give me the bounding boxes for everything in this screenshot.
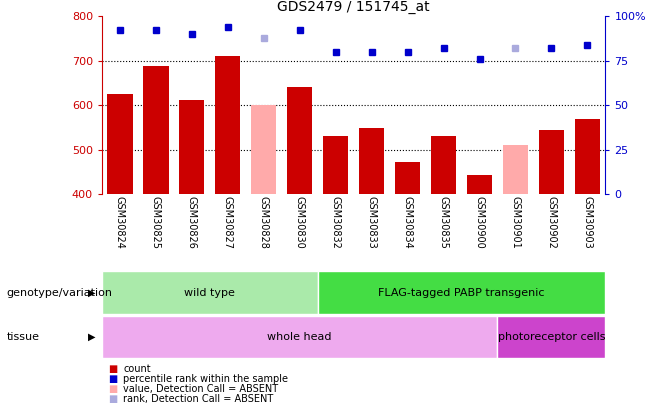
Text: wild type: wild type <box>184 288 236 298</box>
Bar <box>143 66 168 194</box>
Text: percentile rank within the sample: percentile rank within the sample <box>123 374 288 384</box>
Text: GSM30828: GSM30828 <box>259 196 268 249</box>
Text: tissue: tissue <box>7 332 39 342</box>
Bar <box>179 100 205 194</box>
Bar <box>467 175 492 194</box>
Text: GSM30832: GSM30832 <box>331 196 341 249</box>
Bar <box>503 145 528 194</box>
Bar <box>323 136 348 194</box>
Text: GSM30834: GSM30834 <box>403 196 413 249</box>
Bar <box>107 94 132 194</box>
Text: GSM30827: GSM30827 <box>223 196 233 249</box>
Text: ■: ■ <box>109 394 118 404</box>
Bar <box>431 136 456 194</box>
Text: GSM30900: GSM30900 <box>474 196 484 249</box>
Text: GSM30902: GSM30902 <box>546 196 557 249</box>
Bar <box>215 56 240 194</box>
Text: count: count <box>123 364 151 373</box>
Text: GSM30901: GSM30901 <box>511 196 520 249</box>
Bar <box>318 271 605 314</box>
Text: value, Detection Call = ABSENT: value, Detection Call = ABSENT <box>123 384 278 394</box>
Text: GSM30826: GSM30826 <box>187 196 197 249</box>
Bar <box>539 130 564 194</box>
Text: GSM30824: GSM30824 <box>115 196 125 249</box>
Bar <box>395 162 420 194</box>
Text: GSM30835: GSM30835 <box>439 196 449 249</box>
Bar <box>102 316 497 358</box>
Text: GSM30825: GSM30825 <box>151 196 161 249</box>
Bar <box>359 128 384 194</box>
Text: GSM30833: GSM30833 <box>367 196 376 249</box>
Text: ▶: ▶ <box>88 332 95 342</box>
Bar <box>102 271 318 314</box>
Text: FLAG-tagged PABP transgenic: FLAG-tagged PABP transgenic <box>378 288 545 298</box>
Bar <box>287 87 313 194</box>
Text: GSM30903: GSM30903 <box>582 196 592 249</box>
Text: ■: ■ <box>109 384 118 394</box>
Text: whole head: whole head <box>268 332 332 342</box>
Bar <box>251 105 276 194</box>
Text: ■: ■ <box>109 374 118 384</box>
Bar <box>497 316 605 358</box>
Bar <box>575 119 600 194</box>
Text: rank, Detection Call = ABSENT: rank, Detection Call = ABSENT <box>123 394 273 404</box>
Text: genotype/variation: genotype/variation <box>7 288 113 298</box>
Text: ▶: ▶ <box>88 288 95 298</box>
Text: GSM30830: GSM30830 <box>295 196 305 249</box>
Title: GDS2479 / 151745_at: GDS2479 / 151745_at <box>278 0 430 14</box>
Text: photoreceptor cells: photoreceptor cells <box>497 332 605 342</box>
Text: ■: ■ <box>109 364 118 373</box>
